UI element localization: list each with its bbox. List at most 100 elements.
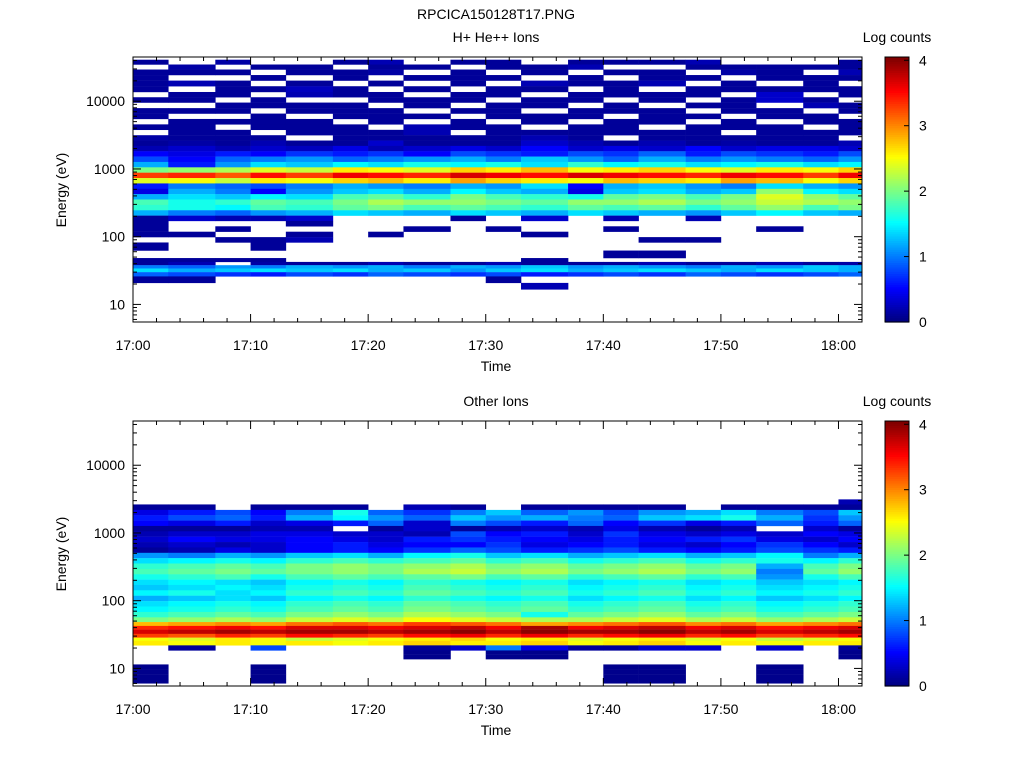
heatmap-cell [133, 669, 169, 675]
heatmap-cell [368, 59, 404, 65]
heatmap-cell [638, 135, 686, 141]
heatmap-cell [803, 204, 839, 211]
heatmap-cell [685, 625, 722, 630]
heatmap-cell [215, 188, 251, 195]
heatmap-cell [285, 188, 334, 195]
heatmap-cell [638, 59, 686, 65]
heatmap-cell [368, 161, 404, 168]
heatmap-cell [368, 640, 404, 646]
heatmap-cell [803, 584, 839, 591]
heatmap-cell [450, 75, 487, 81]
colorbar-step [885, 546, 909, 550]
colorbar: 0 1 2 3 4 [884, 52, 927, 330]
heatmap-cell [720, 167, 757, 173]
heatmap-cell [450, 611, 487, 618]
heatmap-cell [638, 547, 686, 553]
heatmap-cell [838, 172, 863, 179]
heatmap-cell [250, 678, 287, 684]
heatmap-cell [168, 108, 216, 114]
heatmap-cell [720, 633, 757, 638]
heatmap-cell [368, 113, 404, 120]
heatmap-cell [133, 172, 169, 179]
colorbar-step [885, 299, 909, 303]
heatmap-cell [521, 140, 569, 147]
heatmap-cell [685, 558, 722, 564]
heatmap-cell [133, 525, 169, 532]
heatmap-cell [603, 584, 639, 591]
colorbar-step [885, 571, 909, 574]
heatmap-cell [250, 629, 287, 635]
colorbar-step [885, 229, 909, 233]
heatmap-cell [285, 108, 334, 114]
heatmap-cell [803, 601, 839, 607]
colorbar-step [885, 151, 909, 155]
colorbar-label: Log counts [863, 393, 932, 409]
colorbar-step [885, 491, 909, 495]
heatmap-cell [638, 568, 686, 575]
heatmap-cell [368, 584, 404, 591]
heatmap-cell [521, 568, 569, 575]
heatmap-cell [685, 542, 722, 548]
colorbar-step [885, 70, 909, 74]
heatmap-cell [756, 547, 804, 553]
heatmap-cell [720, 97, 757, 103]
heatmap-cell [803, 135, 839, 141]
heatmap-cell [838, 547, 863, 553]
heatmap-cell [685, 75, 722, 81]
colorbar-step [885, 628, 909, 632]
heatmap-cell [685, 552, 722, 559]
heatmap-cell [450, 606, 487, 613]
heatmap-cell [403, 617, 451, 623]
heatmap-cell [403, 542, 451, 548]
heatmap-cell [685, 215, 722, 222]
heatmap-cell [368, 194, 404, 200]
heatmap-cell [215, 226, 251, 232]
heatmap-cell [638, 118, 686, 125]
heatmap-cell [485, 108, 522, 114]
heatmap-cell [403, 183, 451, 189]
colorbar-step [885, 619, 909, 623]
heatmap-cell [838, 140, 863, 147]
heatmap-cell [403, 145, 451, 152]
heatmap-cell [403, 75, 451, 81]
heatmap-cell [368, 574, 404, 580]
heatmap-cell [685, 584, 722, 591]
heatmap-cell [568, 151, 604, 157]
x-tick-label: 17:30 [468, 337, 503, 353]
heatmap-cell [803, 595, 839, 602]
colorbar-step [885, 196, 909, 199]
heatmap-cell [285, 563, 334, 570]
colorbar-step [885, 478, 909, 482]
heatmap-cell [685, 520, 722, 527]
y-tick-label: 100 [102, 593, 126, 609]
heatmap-cell [603, 606, 639, 613]
heatmap-cell [756, 622, 804, 627]
heatmap-cell [603, 178, 639, 184]
heatmap-cell [603, 59, 639, 65]
heatmap-cell [133, 145, 169, 152]
colorbar-step [885, 235, 909, 239]
heatmap-cell [133, 520, 169, 527]
heatmap-cell [368, 118, 404, 125]
heatmap-cell [450, 161, 487, 168]
heatmap-cell [521, 625, 569, 630]
colorbar-step [885, 663, 909, 667]
heatmap-cell [215, 515, 251, 521]
heatmap-cell [638, 552, 686, 559]
heatmap-cell [250, 156, 287, 163]
x-tick-label: 17:20 [351, 701, 386, 717]
colorbar-step [885, 458, 909, 462]
colorbar-step [885, 167, 909, 171]
colorbar-step [885, 163, 909, 166]
heatmap-cell [521, 509, 569, 516]
x-tick-label: 18:00 [821, 337, 856, 353]
heatmap-cell [685, 124, 722, 131]
heatmap-cell [803, 199, 839, 206]
heatmap-cell [521, 629, 569, 635]
heatmap-cell [133, 113, 169, 120]
heatmap-cell [250, 542, 287, 548]
heatmap-cell [685, 135, 722, 141]
heatmap-cell [368, 268, 404, 273]
heatmap-cell [332, 199, 369, 206]
colorbar-step [885, 222, 909, 226]
